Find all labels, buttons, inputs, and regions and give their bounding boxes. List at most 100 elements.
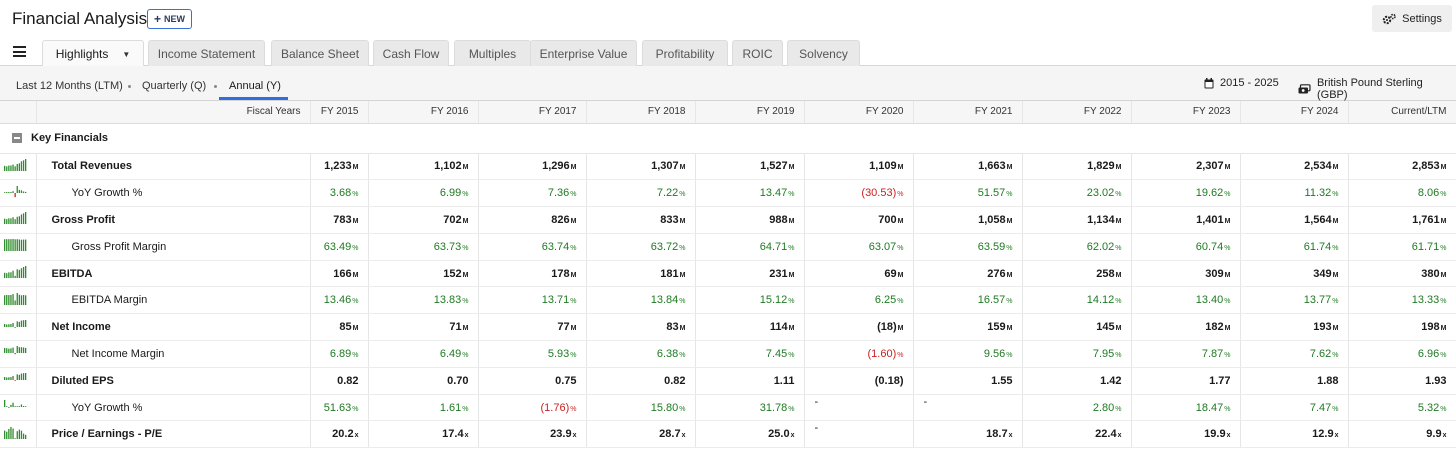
unit-suffix: x	[681, 432, 686, 440]
currency-label: British Pound Sterling (GBP)	[1316, 77, 1423, 101]
tab-enterprise-value[interactable]: Enterprise Value	[530, 40, 637, 66]
sparkline[interactable]	[0, 153, 37, 181]
spark-bar	[16, 321, 18, 327]
unit-suffix: %	[570, 405, 577, 413]
unit-suffix: %	[1006, 298, 1013, 306]
spark-bar	[16, 292, 18, 305]
spark-bar	[12, 293, 14, 305]
sparkline[interactable]	[0, 206, 37, 234]
unit-suffix: x	[1226, 432, 1231, 440]
table-cell: 1.88	[1240, 367, 1349, 395]
cell-value: 1,058	[978, 213, 1006, 226]
unit-suffix: %	[1006, 244, 1013, 252]
spark-bar	[18, 239, 20, 252]
spark-bar	[10, 426, 12, 439]
table-cell: 7.87%	[1131, 340, 1241, 368]
tab-balance-sheet[interactable]: Balance Sheet	[271, 40, 369, 66]
table-cell: 1.42	[1022, 367, 1132, 395]
table-cell: 13.71%	[478, 286, 587, 315]
new-button[interactable]: + NEW	[147, 9, 193, 29]
unit-suffix: M	[462, 217, 469, 225]
unit-suffix: %	[679, 244, 686, 252]
table-cell: 1.55	[913, 367, 1023, 395]
tab-label: Solvency	[799, 46, 848, 61]
spark-bar	[4, 348, 6, 354]
unit-suffix: %	[462, 244, 469, 252]
tab-profitability[interactable]: Profitability	[642, 40, 728, 66]
spark-bar	[14, 219, 16, 225]
cell-value: 166	[333, 267, 352, 280]
date-range-selector[interactable]: 2015 - 2025	[1204, 77, 1279, 89]
cell-value: 1,663	[978, 160, 1006, 173]
table-cell: 20.2x	[310, 420, 369, 449]
cell-value: 833	[660, 213, 679, 226]
sparkline[interactable]	[0, 233, 37, 261]
row-label: YoY Growth %	[36, 394, 311, 422]
sparkline[interactable]	[0, 394, 37, 422]
table-row: YoY Growth % 3.68% 6.99% 7.36% 7.22% 13.47% (3…	[0, 179, 1456, 208]
spark-bar	[25, 266, 27, 279]
table-cell: 1,401M	[1131, 206, 1241, 234]
calendar-icon	[1204, 77, 1214, 88]
caret-down-icon: ▼	[122, 49, 131, 59]
sparkline[interactable]	[0, 179, 37, 208]
cell-value: 0.82	[337, 374, 359, 387]
table-cell: 7.47%	[1240, 394, 1349, 422]
tab-multiples[interactable]: Multiples	[454, 40, 531, 66]
table-cell: 258M	[1022, 260, 1132, 288]
cell-value: 63.59	[977, 240, 1006, 253]
tab-income-statement[interactable]: Income Statement	[148, 40, 265, 66]
unit-suffix: M	[897, 271, 904, 279]
cell-value: 17.4	[442, 428, 464, 441]
sparkline[interactable]	[0, 340, 37, 368]
table-cell: 2.80%	[1022, 394, 1132, 422]
cell-value: -	[923, 395, 928, 408]
cell-value: 6.49	[439, 347, 462, 360]
table-cell: 6.49%	[368, 340, 479, 368]
spark-bar	[16, 269, 18, 279]
cell-value: 61.74	[1303, 240, 1332, 253]
spark-bar	[6, 219, 8, 225]
period-annual[interactable]: Annual (Y)	[229, 80, 281, 92]
unit-suffix: M	[1224, 164, 1231, 172]
table-row: Gross Profit Margin 63.49% 63.73% 63.74% 63.…	[0, 233, 1456, 261]
unit-suffix: M	[788, 271, 795, 279]
settings-button[interactable]: Settings	[1372, 5, 1452, 32]
sparkline[interactable]	[0, 367, 37, 395]
spark-bar	[20, 295, 23, 305]
period-ltm[interactable]: Last 12 Months (LTM)	[16, 80, 123, 92]
unit-suffix: M	[1224, 325, 1231, 333]
cell-value: 25.0	[768, 428, 790, 441]
spark-bar	[16, 346, 18, 354]
tab-solvency[interactable]: Solvency	[787, 40, 860, 66]
sparkline[interactable]	[0, 420, 37, 449]
cell-value: 3.68	[329, 187, 352, 200]
table-cell: 13.77%	[1240, 286, 1349, 315]
cell-value: 826	[551, 213, 570, 226]
cell-value: 1.55	[991, 374, 1013, 387]
unit-suffix: M	[788, 325, 795, 333]
tab-roic[interactable]: ROIC	[732, 40, 783, 66]
sparkline[interactable]	[0, 260, 37, 288]
tab-cash-flow[interactable]: Cash Flow	[373, 40, 449, 66]
table-cell: 5.32%	[1348, 394, 1456, 422]
menu-icon[interactable]	[13, 46, 26, 57]
cell-value: 16.57	[977, 294, 1006, 307]
cell-value: 13.84	[650, 294, 679, 307]
tab-highlights[interactable]: Highlights ▼	[42, 40, 144, 67]
sparkline[interactable]	[0, 286, 37, 315]
table-cell: 19.9x	[1131, 420, 1241, 449]
table-cell: 16.57%	[913, 286, 1023, 315]
table-cell: 0.82	[586, 367, 696, 395]
collapse-icon[interactable]	[12, 133, 22, 143]
currency-selector[interactable]: British Pound Sterling (GBP)	[1298, 77, 1456, 101]
unit-suffix: %	[1006, 351, 1013, 359]
cell-value: 152	[443, 267, 462, 280]
spark-bar	[6, 294, 8, 305]
cell-value: 8.06	[1417, 187, 1440, 200]
sparkline[interactable]	[0, 313, 37, 342]
table-row: Net Income 85M 71M 77M 83M 114M (18)M 159M 145M 1…	[0, 313, 1456, 342]
period-quarterly[interactable]: Quarterly (Q)	[142, 80, 207, 92]
table-cell: 51.63%	[310, 394, 369, 422]
unit-suffix: %	[1115, 351, 1122, 359]
